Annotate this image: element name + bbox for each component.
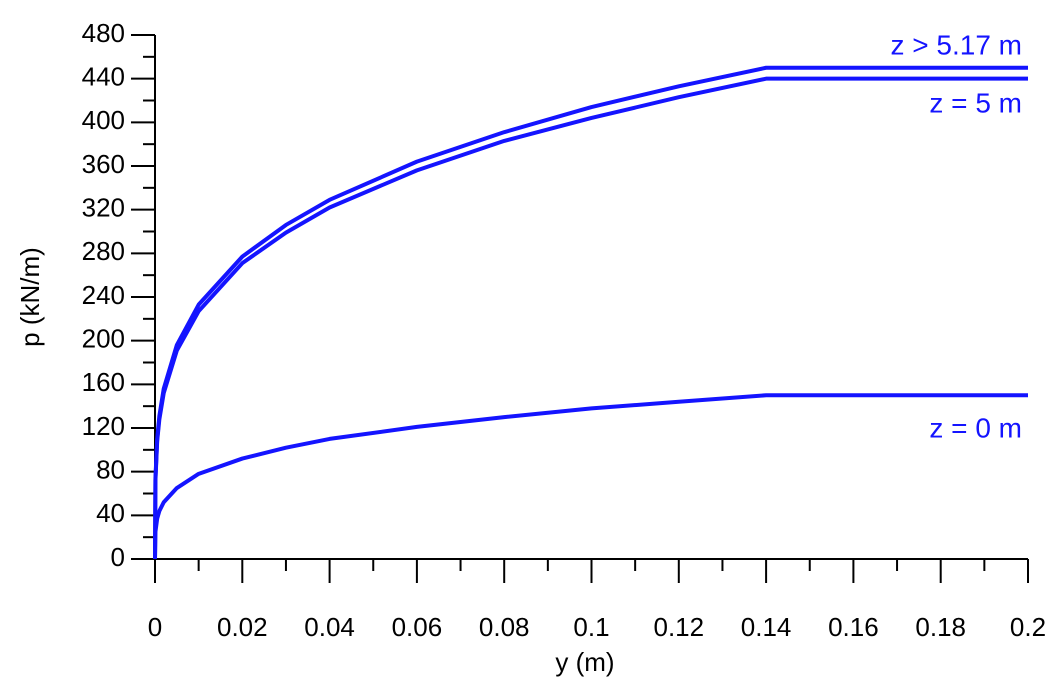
y-axis-label: p (kN/m) [15,247,45,347]
y-tick-label: 200 [82,324,125,354]
y-tick-label: 320 [82,193,125,223]
series-label: z = 0 m [929,412,1022,443]
y-tick-label: 240 [82,280,125,310]
y-tick-label: 440 [82,62,125,92]
series-label: z > 5.17 m [890,29,1022,60]
x-tick-label: 0.14 [741,612,792,642]
y-tick-label: 160 [82,367,125,397]
series-line [153,393,1028,560]
y-tick-label: 480 [82,18,125,48]
y-tick-label: 360 [82,149,125,179]
x-tick-label: 0.1 [573,612,609,642]
x-tick-label: 0.12 [653,612,704,642]
x-tick-label: 0.02 [217,612,268,642]
y-tick-label: 120 [82,411,125,441]
x-tick-label: 0.16 [828,612,879,642]
series-line [153,76,1028,560]
x-axis-label: y (m) [555,647,614,677]
x-tick-label: 0.08 [479,612,530,642]
x-tick-label: 0.04 [304,612,355,642]
series-line [153,65,1028,560]
y-tick-label: 40 [96,498,125,528]
x-tick-label: 0.18 [915,612,966,642]
x-tick-label: 0.06 [392,612,443,642]
y-tick-label: 400 [82,105,125,135]
y-tick-label: 0 [111,542,125,572]
y-tick-label: 80 [96,455,125,485]
series-label: z = 5 m [929,87,1022,118]
y-tick-label: 280 [82,236,125,266]
x-tick-label: 0.2 [1010,612,1046,642]
x-tick-label: 0 [148,612,162,642]
